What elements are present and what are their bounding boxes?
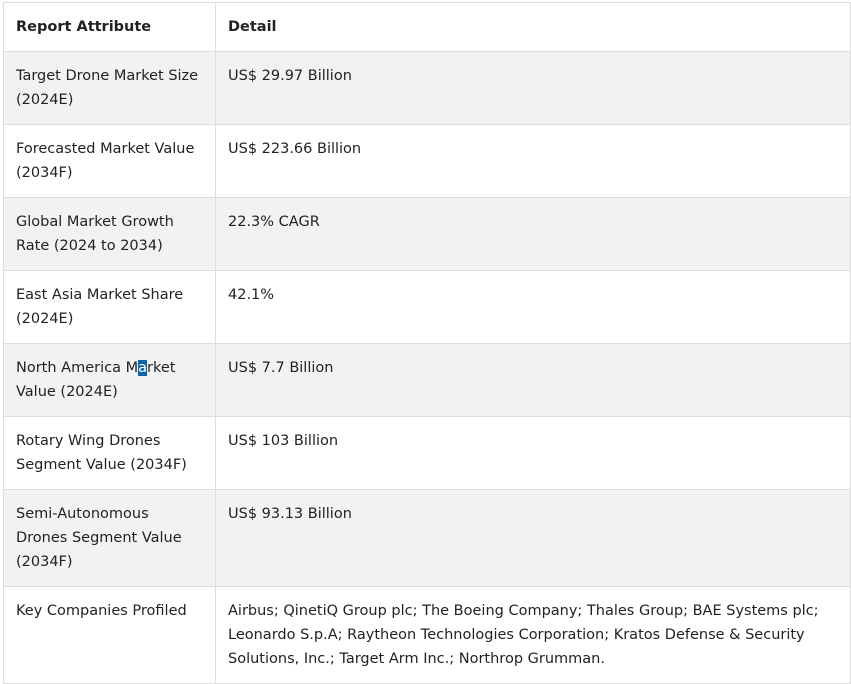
row-detail[interactable]: US$ 103 Billion <box>215 416 851 490</box>
table-row: North America Market Value (2024E) US$ 7… <box>3 343 851 417</box>
row-attribute[interactable]: East Asia Market Share (2024E) <box>3 270 216 344</box>
header-report-attribute: Report Attribute <box>3 2 216 52</box>
table-row: Target Drone Market Size (2024E) US$ 29.… <box>3 51 851 125</box>
attribute-text-before-selection: North America M <box>16 360 139 376</box>
row-detail[interactable]: Airbus; QinetiQ Group plc; The Boeing Co… <box>215 586 851 684</box>
row-attribute[interactable]: Global Market Growth Rate (2024 to 2034) <box>3 197 216 271</box>
row-attribute[interactable]: Forecasted Market Value (2034F) <box>3 124 216 198</box>
row-attribute[interactable]: Target Drone Market Size (2024E) <box>3 51 216 125</box>
table-header-row: Report Attribute Detail <box>3 2 851 52</box>
row-attribute[interactable]: Semi-Autonomous Drones Segment Value (20… <box>3 489 216 587</box>
row-detail[interactable]: US$ 93.13 Billion <box>215 489 851 587</box>
row-attribute[interactable]: Key Companies Profiled <box>3 586 216 684</box>
table-row: Rotary Wing Drones Segment Value (2034F)… <box>3 416 851 490</box>
table-row: Global Market Growth Rate (2024 to 2034)… <box>3 197 851 271</box>
row-detail[interactable]: US$ 223.66 Billion <box>215 124 851 198</box>
table-row: Semi-Autonomous Drones Segment Value (20… <box>3 489 851 587</box>
attribute-text-after-selection: rket Value (2024E) <box>16 360 176 400</box>
row-detail[interactable]: 42.1% <box>215 270 851 344</box>
row-attribute[interactable]: Rotary Wing Drones Segment Value (2034F) <box>3 416 216 490</box>
text-selection-highlight[interactable]: a <box>138 360 147 376</box>
row-detail[interactable]: US$ 29.97 Billion <box>215 51 851 125</box>
row-detail[interactable]: US$ 7.7 Billion <box>215 343 851 417</box>
report-attributes-table: Report Attribute Detail Target Drone Mar… <box>3 2 851 684</box>
table-row: Forecasted Market Value (2034F) US$ 223.… <box>3 124 851 198</box>
report-table-container: Report Attribute Detail Target Drone Mar… <box>3 2 851 684</box>
row-detail[interactable]: 22.3% CAGR <box>215 197 851 271</box>
row-attribute[interactable]: North America Market Value (2024E) <box>3 343 216 417</box>
table-row: Key Companies Profiled Airbus; QinetiQ G… <box>3 586 851 684</box>
header-detail: Detail <box>215 2 851 52</box>
table-row: East Asia Market Share (2024E) 42.1% <box>3 270 851 344</box>
